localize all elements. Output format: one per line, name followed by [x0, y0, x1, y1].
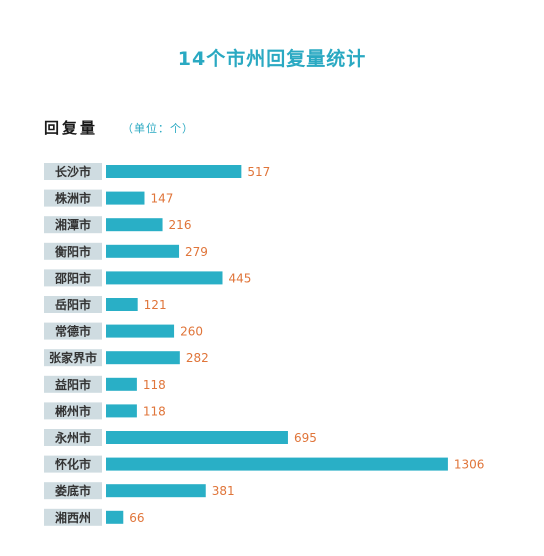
bar-row: 湘西州 66	[44, 508, 145, 526]
category-label: 益阳市	[55, 377, 91, 392]
category-label: 怀化市	[55, 457, 91, 472]
value-label: 695	[294, 431, 317, 445]
value-label: 118	[143, 404, 166, 418]
value-label: 216	[169, 218, 192, 232]
category-label-bg	[44, 322, 102, 340]
bar-row: 张家界市 282	[44, 349, 209, 367]
bar	[106, 457, 448, 471]
bar-row: 衡阳市 279	[44, 242, 208, 260]
category-label-bg	[44, 296, 102, 313]
bar	[106, 431, 288, 444]
category-label: 衡阳市	[55, 244, 91, 259]
bar-row: 娄底市 381	[44, 482, 235, 500]
category-label-bg	[44, 429, 102, 446]
value-label: 118	[143, 378, 166, 392]
bar	[106, 191, 145, 205]
bar-row: 怀化市 1306	[44, 455, 485, 473]
bar	[106, 484, 206, 498]
bar-row: 常德市 260	[44, 322, 203, 340]
bar	[106, 404, 137, 418]
bar-row: 岳阳市 121	[44, 296, 167, 313]
category-label: 长沙市	[55, 164, 91, 179]
category-label-bg	[44, 269, 102, 287]
category-label-bg	[44, 375, 102, 393]
category-label-bg	[44, 242, 102, 260]
bar-row: 邵阳市 445	[44, 269, 252, 287]
bar	[106, 510, 124, 524]
category-label: 湘潭市	[55, 217, 91, 232]
value-label: 445	[229, 271, 252, 285]
category-label: 常德市	[55, 324, 91, 339]
category-label-bg	[44, 482, 102, 500]
value-label: 381	[212, 484, 235, 498]
bar	[106, 377, 137, 391]
value-label: 517	[247, 165, 270, 179]
category-label-bg	[44, 508, 102, 526]
value-label: 121	[144, 298, 167, 312]
category-label: 娄底市	[55, 483, 91, 498]
bar	[106, 244, 180, 258]
category-label: 邵阳市	[54, 270, 91, 285]
category-label-bg	[44, 402, 102, 420]
bar-row: 永州市 695	[44, 429, 317, 446]
value-label: 282	[186, 351, 209, 365]
bar-row: 郴州市 118	[44, 402, 166, 420]
bar-row: 湘潭市 216	[44, 216, 192, 234]
bar-row: 益阳市 118	[44, 375, 166, 393]
bar-row: 株洲市 147	[44, 189, 173, 207]
category-label: 岳阳市	[55, 297, 91, 312]
category-label: 株洲市	[55, 191, 91, 206]
value-label: 147	[150, 192, 173, 206]
value-label: 1306	[454, 458, 485, 472]
bar	[106, 351, 180, 365]
category-label-bg	[44, 189, 102, 207]
category-label-bg	[44, 163, 102, 180]
category-label: 郴州市	[55, 403, 91, 418]
value-label: 66	[129, 511, 144, 525]
chart-title: 14个市州回复量统计	[177, 48, 367, 70]
value-label: 279	[185, 245, 208, 259]
bar	[106, 165, 242, 178]
axis-label: 回复量	[44, 119, 99, 137]
category-label: 湘西州	[55, 510, 91, 525]
bar	[106, 271, 223, 285]
category-label-bg	[44, 455, 102, 473]
bar	[106, 324, 175, 338]
category-label: 张家界市	[49, 350, 97, 365]
bar	[106, 218, 163, 232]
category-label-bg	[44, 349, 102, 367]
value-label: 260	[180, 325, 203, 339]
category-label-bg	[44, 216, 102, 234]
bar	[106, 298, 138, 311]
category-label: 永州市	[54, 430, 91, 445]
bar-row: 长沙市 517	[44, 163, 270, 180]
unit-label: （单位：个）	[122, 122, 194, 135]
